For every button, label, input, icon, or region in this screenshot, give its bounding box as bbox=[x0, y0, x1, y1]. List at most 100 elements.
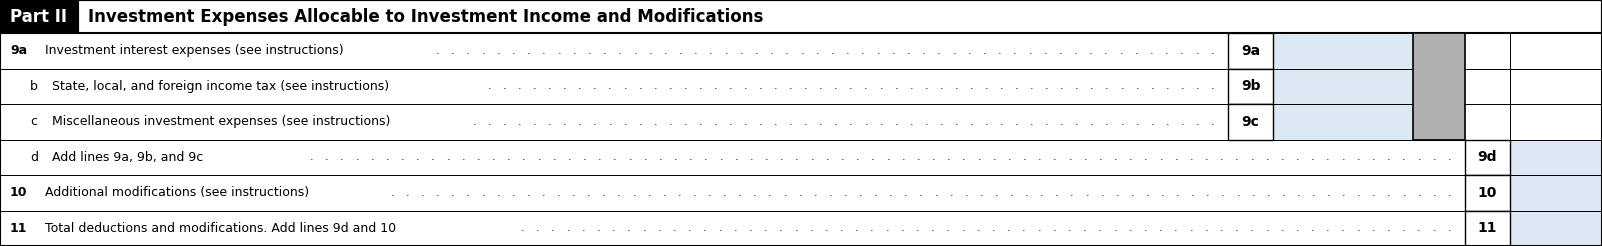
Text: .: . bbox=[1128, 223, 1133, 233]
Text: .: . bbox=[1083, 152, 1088, 162]
Text: .: . bbox=[663, 46, 668, 56]
Text: .: . bbox=[1174, 223, 1177, 233]
Text: .: . bbox=[902, 152, 905, 162]
Text: .: . bbox=[548, 117, 551, 127]
Text: .: . bbox=[1310, 223, 1315, 233]
Text: .: . bbox=[764, 223, 767, 233]
Text: .: . bbox=[849, 81, 852, 91]
Text: .: . bbox=[1040, 188, 1043, 198]
Text: .: . bbox=[506, 152, 511, 162]
Text: .: . bbox=[567, 152, 572, 162]
Text: .: . bbox=[1091, 117, 1094, 127]
Text: .: . bbox=[1085, 188, 1089, 198]
Text: .: . bbox=[654, 117, 657, 127]
Text: .: . bbox=[1190, 188, 1195, 198]
Text: .: . bbox=[788, 117, 793, 127]
Text: .: . bbox=[876, 46, 879, 56]
Text: .: . bbox=[740, 46, 743, 56]
Text: .: . bbox=[1387, 188, 1391, 198]
Text: .: . bbox=[811, 152, 814, 162]
Text: .: . bbox=[979, 188, 984, 198]
Text: .: . bbox=[1091, 81, 1094, 91]
Text: .: . bbox=[1174, 152, 1177, 162]
Text: .: . bbox=[1237, 188, 1240, 198]
Text: .: . bbox=[968, 46, 971, 56]
Text: .: . bbox=[1181, 117, 1184, 127]
Text: .: . bbox=[889, 188, 892, 198]
Text: .: . bbox=[649, 46, 652, 56]
Text: .: . bbox=[417, 152, 420, 162]
Text: .: . bbox=[572, 46, 577, 56]
Text: .: . bbox=[771, 46, 774, 56]
Text: .: . bbox=[879, 117, 883, 127]
Text: .: . bbox=[1099, 152, 1102, 162]
Text: .: . bbox=[1387, 152, 1391, 162]
Text: .: . bbox=[689, 152, 692, 162]
Text: .: . bbox=[1038, 152, 1041, 162]
Text: .: . bbox=[492, 152, 495, 162]
Text: .: . bbox=[708, 188, 711, 198]
Text: .: . bbox=[1211, 81, 1214, 91]
Text: 9a: 9a bbox=[1242, 44, 1261, 58]
Text: .: . bbox=[309, 152, 314, 162]
Text: .: . bbox=[907, 46, 910, 56]
Bar bbox=[1511, 104, 1602, 139]
Text: .: . bbox=[1043, 46, 1048, 56]
Text: c: c bbox=[30, 115, 37, 128]
Text: .: . bbox=[567, 223, 570, 233]
Text: .: . bbox=[1387, 223, 1391, 233]
Text: .: . bbox=[593, 117, 598, 127]
Bar bbox=[1464, 139, 1511, 175]
Text: .: . bbox=[1235, 152, 1238, 162]
Text: .: . bbox=[1030, 81, 1033, 91]
Text: .: . bbox=[1022, 223, 1025, 233]
Text: .: . bbox=[977, 223, 980, 233]
Text: .: . bbox=[939, 81, 944, 91]
Text: .: . bbox=[900, 223, 904, 233]
Text: .: . bbox=[1144, 223, 1147, 233]
Text: .: . bbox=[578, 81, 582, 91]
Text: .: . bbox=[1105, 117, 1109, 127]
Text: .: . bbox=[825, 152, 830, 162]
Text: .: . bbox=[1341, 223, 1344, 233]
Text: .: . bbox=[477, 152, 481, 162]
Text: .: . bbox=[481, 188, 485, 198]
Text: .: . bbox=[1136, 81, 1139, 91]
Text: .: . bbox=[814, 188, 817, 198]
Text: 10: 10 bbox=[1477, 186, 1498, 200]
Text: .: . bbox=[517, 81, 522, 91]
Text: .: . bbox=[1341, 152, 1346, 162]
Text: .: . bbox=[1357, 223, 1360, 233]
Text: .: . bbox=[503, 117, 506, 127]
Text: .: . bbox=[1205, 223, 1208, 233]
Text: .: . bbox=[846, 46, 849, 56]
Text: .: . bbox=[1181, 46, 1184, 56]
Text: .: . bbox=[859, 188, 862, 198]
Text: .: . bbox=[391, 188, 394, 198]
Text: .: . bbox=[1144, 152, 1147, 162]
Text: .: . bbox=[1195, 81, 1200, 91]
Text: .: . bbox=[694, 46, 698, 56]
Text: .: . bbox=[804, 117, 807, 127]
Text: .: . bbox=[598, 152, 602, 162]
Text: 11: 11 bbox=[10, 222, 27, 235]
Text: .: . bbox=[466, 46, 469, 56]
Text: .: . bbox=[614, 152, 617, 162]
Text: .: . bbox=[724, 46, 727, 56]
Text: .: . bbox=[356, 152, 359, 162]
Text: .: . bbox=[798, 188, 803, 198]
Text: .: . bbox=[1038, 223, 1041, 233]
Text: .: . bbox=[723, 188, 727, 198]
Text: .: . bbox=[562, 117, 567, 127]
Text: .: . bbox=[1136, 117, 1139, 127]
Bar bbox=[1511, 139, 1602, 175]
Text: .: . bbox=[370, 152, 375, 162]
Text: .: . bbox=[1280, 223, 1285, 233]
Text: .: . bbox=[1250, 223, 1254, 233]
Text: .: . bbox=[626, 223, 631, 233]
Text: .: . bbox=[764, 152, 769, 162]
Text: .: . bbox=[1296, 223, 1299, 233]
Text: .: . bbox=[1418, 152, 1421, 162]
Text: .: . bbox=[602, 46, 607, 56]
Text: .: . bbox=[1145, 188, 1149, 198]
